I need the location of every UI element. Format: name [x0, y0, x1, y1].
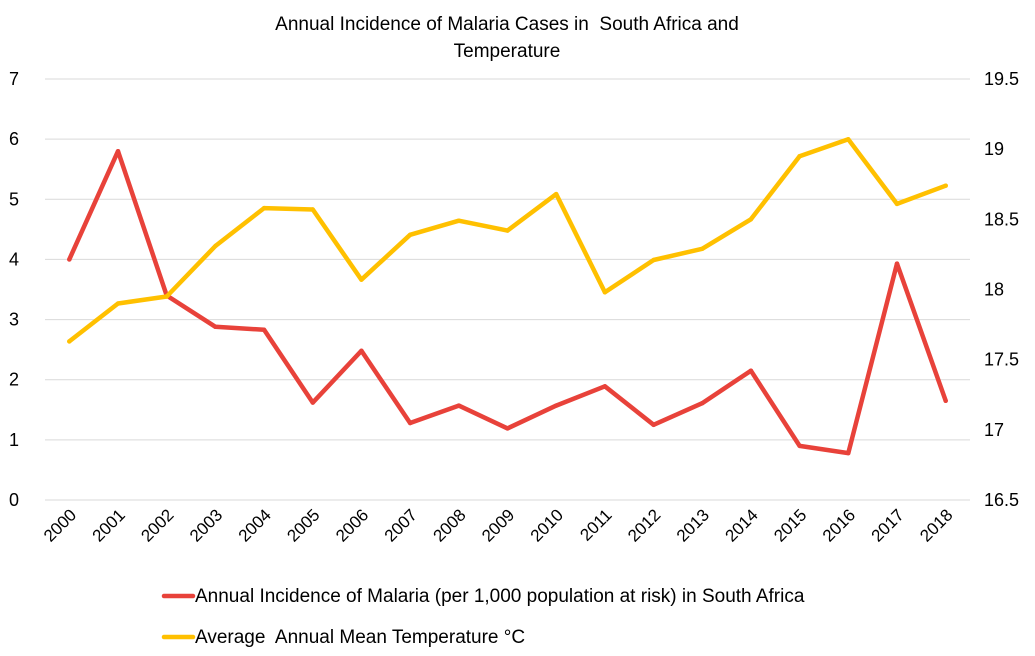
- x-axis-tick-label: 2018: [916, 505, 956, 545]
- data-point-malaria-incidence: [213, 324, 218, 329]
- x-axis-tick-label: 2010: [527, 505, 567, 545]
- x-axis-tick-label: 2016: [819, 505, 859, 545]
- left-axis-tick-labels: 0 1 2 3 4 5 6 7: [9, 69, 19, 510]
- legend-label: Annual Incidence of Malaria (per 1,000 p…: [195, 586, 805, 607]
- data-point-temperature: [553, 191, 559, 197]
- data-point-temperature: [700, 246, 705, 252]
- data-point-temperature: [359, 277, 364, 282]
- data-point-malaria-incidence: [115, 148, 121, 154]
- x-axis-tick-label: 2013: [673, 505, 713, 545]
- data-point-temperature: [943, 183, 948, 188]
- right-axis-tick-label: 16.5: [984, 490, 1019, 510]
- data-point-temperature: [505, 228, 510, 233]
- data-point-malaria-incidence: [797, 443, 802, 449]
- data-point-temperature: [213, 243, 218, 249]
- series-line-temperature: [67, 137, 948, 344]
- x-axis-tick-label: 2001: [89, 505, 129, 545]
- data-point-temperature: [164, 294, 169, 299]
- series-line-malaria-incidence: [67, 148, 948, 456]
- right-axis-tick-label: 18.5: [984, 209, 1019, 229]
- x-axis-tick-label: 2015: [770, 505, 810, 545]
- data-point-malaria-incidence: [943, 398, 948, 403]
- data-point-malaria-incidence: [67, 257, 72, 262]
- data-point-temperature: [407, 232, 413, 237]
- data-point-temperature: [67, 339, 72, 344]
- data-point-temperature: [115, 301, 121, 306]
- right-axis-tick-label: 19: [984, 139, 1004, 159]
- x-axis-tick-label: 2004: [235, 505, 275, 545]
- right-axis-tick-label: 19.5: [984, 69, 1019, 89]
- left-axis-tick-label: 4: [9, 249, 19, 269]
- right-axis-tick-label: 17.5: [984, 350, 1019, 370]
- data-point-malaria-incidence: [553, 403, 559, 408]
- legend-label: Average Annual Mean Temperature °C: [195, 627, 525, 648]
- data-point-temperature: [846, 137, 851, 142]
- data-point-malaria-incidence: [456, 403, 462, 408]
- chart-title-line: Temperature: [454, 41, 561, 62]
- x-axis-tick-label: 2007: [381, 505, 421, 545]
- gridlines: [45, 78, 970, 501]
- right-axis-tick-label: 17: [984, 420, 1004, 440]
- chart-title: Annual Incidence of Malaria Cases in Sou…: [275, 14, 739, 62]
- data-point-temperature: [748, 217, 754, 222]
- left-axis-tick-label: 3: [9, 310, 19, 330]
- data-point-malaria-incidence: [846, 450, 851, 456]
- x-axis-tick-labels: 2000 2001 2002 2003 2004 2005 2006 2007 2008 2009…: [40, 505, 956, 545]
- x-axis-tick-label: 2009: [478, 505, 518, 545]
- left-axis-tick-label: 2: [9, 370, 19, 390]
- right-axis-tick-label: 18: [984, 280, 1004, 300]
- chart-title-line: Annual Incidence of Malaria Cases in Sou…: [275, 14, 739, 35]
- left-axis-tick-label: 6: [9, 129, 19, 149]
- right-axis-tick-labels: 16.5 17 17.5 18 18.5 19 19.5: [984, 69, 1019, 510]
- left-axis-tick-label: 1: [9, 430, 19, 450]
- left-axis-tick-label: 0: [9, 490, 19, 510]
- x-axis-tick-label: 2012: [624, 505, 664, 545]
- data-point-temperature: [456, 218, 462, 223]
- data-point-malaria-incidence: [261, 327, 267, 332]
- x-axis-tick-label: 2008: [429, 505, 469, 545]
- data-point-malaria-incidence: [748, 368, 754, 373]
- data-point-malaria-incidence: [310, 400, 315, 405]
- x-axis-tick-label: 2002: [137, 505, 177, 545]
- data-point-malaria-incidence: [505, 426, 510, 431]
- data-point-temperature: [310, 207, 315, 212]
- left-axis-tick-label: 7: [9, 69, 19, 89]
- data-point-temperature: [894, 201, 900, 207]
- data-point-temperature: [797, 153, 802, 159]
- data-point-temperature: [651, 257, 656, 263]
- left-axis-tick-label: 5: [9, 189, 19, 209]
- data-point-temperature: [261, 205, 267, 211]
- x-axis-tick-label: 2014: [722, 505, 762, 545]
- data-point-malaria-incidence: [651, 422, 656, 428]
- data-point-temperature: [602, 290, 608, 295]
- x-axis-tick-label: 2011: [576, 505, 615, 544]
- x-axis-tick-label: 2006: [332, 505, 372, 545]
- legend: Annual Incidence of Malaria (per 1,000 p…: [161, 586, 805, 648]
- data-point-malaria-incidence: [602, 384, 608, 389]
- x-axis-tick-label: 2003: [186, 505, 226, 545]
- x-axis-tick-label: 2005: [283, 505, 323, 545]
- data-point-malaria-incidence: [894, 261, 900, 266]
- data-point-malaria-incidence: [700, 400, 705, 406]
- data-point-malaria-incidence: [407, 420, 413, 426]
- series-lines: [67, 137, 948, 456]
- x-axis-tick-label: 2017: [868, 505, 908, 545]
- data-point-malaria-incidence: [359, 348, 364, 354]
- x-axis-tick-label: 2000: [40, 505, 80, 545]
